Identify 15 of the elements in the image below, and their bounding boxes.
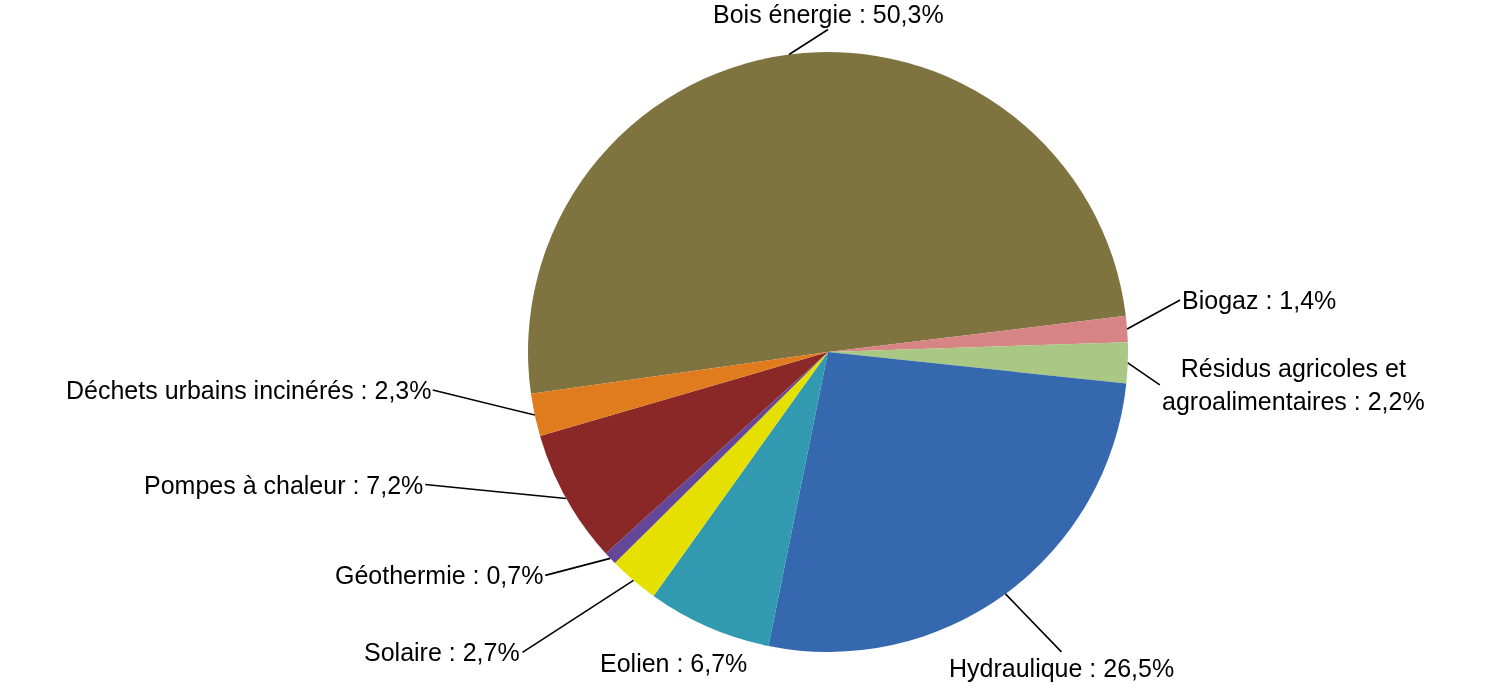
pie-slice	[768, 352, 1127, 652]
slice-label: Déchets urbains incinérés : 2,3%	[66, 376, 432, 404]
slice-label: Hydraulique : 26,5%	[949, 654, 1175, 682]
slice-label: Résidus agricoles et agroalimentaires : 2,2%	[1162, 354, 1425, 415]
slice-label: Solaire : 2,7%	[364, 638, 520, 666]
pie-slice	[614, 352, 828, 597]
pie-slice	[530, 352, 828, 437]
pie-slice	[653, 352, 828, 647]
slice-label: Biogaz : 1,4%	[1182, 286, 1337, 314]
slice-label: Eolien : 6,7%	[600, 649, 748, 677]
slice-label: Bois énergie : 50,3%	[713, 0, 944, 28]
slice-label: Géothermie : 0,7%	[335, 561, 544, 589]
slice-label: Pompes à chaleur : 7,2%	[144, 471, 424, 499]
pie-slice	[528, 52, 1126, 394]
pie-slice	[540, 352, 828, 554]
